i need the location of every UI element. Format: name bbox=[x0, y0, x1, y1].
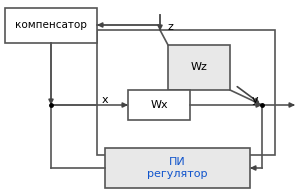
Bar bbox=[168, 45, 230, 90]
Text: z: z bbox=[168, 22, 174, 32]
Text: y: y bbox=[252, 95, 259, 105]
Text: Wz: Wz bbox=[191, 63, 207, 73]
Bar bbox=[97, 30, 275, 155]
Text: x: x bbox=[102, 95, 109, 105]
Bar bbox=[5, 8, 97, 43]
Text: Wx: Wx bbox=[150, 100, 168, 110]
Bar bbox=[105, 148, 250, 188]
Text: компенсатор: компенсатор bbox=[15, 20, 87, 30]
Text: ПИ
регулятор: ПИ регулятор bbox=[147, 157, 208, 179]
Bar bbox=[128, 90, 190, 120]
